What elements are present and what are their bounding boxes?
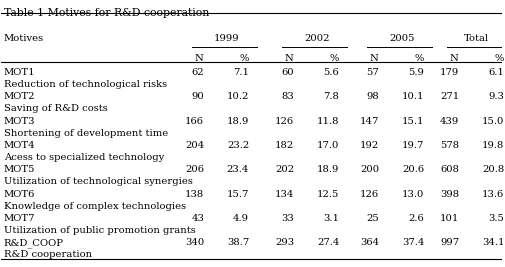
- Text: %: %: [494, 54, 503, 63]
- Text: 134: 134: [274, 190, 293, 199]
- Text: Saving of R&D costs: Saving of R&D costs: [4, 104, 108, 113]
- Text: 398: 398: [439, 190, 459, 199]
- Text: N: N: [449, 54, 458, 63]
- Text: Motives: Motives: [4, 34, 44, 44]
- Text: 147: 147: [359, 117, 379, 125]
- Text: MOT7: MOT7: [4, 214, 35, 223]
- Text: N: N: [194, 54, 203, 63]
- Text: MOT6: MOT6: [4, 190, 35, 199]
- Text: 19.8: 19.8: [481, 141, 503, 150]
- Text: MOT2: MOT2: [4, 92, 35, 101]
- Text: 98: 98: [366, 92, 379, 101]
- Text: MOT1: MOT1: [4, 68, 35, 77]
- Text: Total: Total: [464, 34, 488, 44]
- Text: 15.7: 15.7: [226, 190, 248, 199]
- Text: 12.5: 12.5: [316, 190, 338, 199]
- Text: 2005: 2005: [388, 34, 414, 44]
- Text: 23.4: 23.4: [226, 165, 248, 174]
- Text: 997: 997: [439, 238, 459, 247]
- Text: 37.4: 37.4: [401, 238, 424, 247]
- Text: 578: 578: [439, 141, 459, 150]
- Text: 7.8: 7.8: [323, 92, 338, 101]
- Text: MOT3: MOT3: [4, 117, 35, 125]
- Text: 126: 126: [360, 190, 379, 199]
- Text: %: %: [239, 54, 248, 63]
- Text: Acess to specialized technology: Acess to specialized technology: [4, 153, 164, 162]
- Text: 20.6: 20.6: [401, 165, 424, 174]
- Text: 200: 200: [360, 165, 379, 174]
- Text: 206: 206: [185, 165, 204, 174]
- Text: 83: 83: [281, 92, 293, 101]
- Text: 101: 101: [439, 214, 459, 223]
- Text: R&D cooperation: R&D cooperation: [4, 250, 92, 259]
- Text: 18.9: 18.9: [226, 117, 248, 125]
- Text: 20.8: 20.8: [481, 165, 503, 174]
- Text: 62: 62: [191, 68, 204, 77]
- Text: 15.0: 15.0: [481, 117, 503, 125]
- Text: MOT4: MOT4: [4, 141, 35, 150]
- Text: 2.6: 2.6: [408, 214, 424, 223]
- Text: 27.4: 27.4: [316, 238, 338, 247]
- Text: 5.9: 5.9: [408, 68, 424, 77]
- Text: 13.6: 13.6: [481, 190, 503, 199]
- Text: 5.6: 5.6: [323, 68, 338, 77]
- Text: 18.9: 18.9: [316, 165, 338, 174]
- Text: %: %: [414, 54, 423, 63]
- Text: 4.9: 4.9: [233, 214, 248, 223]
- Text: Shortening of development time: Shortening of development time: [4, 129, 168, 138]
- Text: 10.1: 10.1: [401, 92, 424, 101]
- Text: 15.1: 15.1: [401, 117, 424, 125]
- Text: 1999: 1999: [214, 34, 239, 44]
- Text: R&D_COOP: R&D_COOP: [4, 238, 64, 248]
- Text: N: N: [284, 54, 293, 63]
- Text: 179: 179: [439, 68, 459, 77]
- Text: 11.8: 11.8: [316, 117, 338, 125]
- Text: 38.7: 38.7: [226, 238, 248, 247]
- Text: 138: 138: [184, 190, 204, 199]
- Text: 43: 43: [191, 214, 204, 223]
- Text: 57: 57: [366, 68, 379, 77]
- Text: 608: 608: [439, 165, 459, 174]
- Text: N: N: [369, 54, 378, 63]
- Text: 126: 126: [275, 117, 293, 125]
- Text: 182: 182: [274, 141, 293, 150]
- Text: Utilization of public promotion grants: Utilization of public promotion grants: [4, 226, 195, 235]
- Text: 13.0: 13.0: [401, 190, 424, 199]
- Text: 166: 166: [185, 117, 204, 125]
- Text: 90: 90: [191, 92, 204, 101]
- Text: Knowledge of complex technologies: Knowledge of complex technologies: [4, 202, 186, 211]
- Text: Table 1 Motives for R&D cooperation: Table 1 Motives for R&D cooperation: [4, 8, 209, 18]
- Text: 19.7: 19.7: [401, 141, 424, 150]
- Text: 6.1: 6.1: [487, 68, 503, 77]
- Text: 7.1: 7.1: [233, 68, 248, 77]
- Text: 34.1: 34.1: [481, 238, 503, 247]
- Text: 364: 364: [360, 238, 379, 247]
- Text: 3.1: 3.1: [323, 214, 338, 223]
- Text: Utilization of technological synergies: Utilization of technological synergies: [4, 177, 192, 186]
- Text: 271: 271: [439, 92, 459, 101]
- Text: 439: 439: [439, 117, 459, 125]
- Text: 9.3: 9.3: [487, 92, 503, 101]
- Text: 10.2: 10.2: [226, 92, 248, 101]
- Text: 25: 25: [366, 214, 379, 223]
- Text: 202: 202: [275, 165, 293, 174]
- Text: %: %: [329, 54, 338, 63]
- Text: 33: 33: [281, 214, 293, 223]
- Text: 192: 192: [359, 141, 379, 150]
- Text: 3.5: 3.5: [487, 214, 503, 223]
- Text: 60: 60: [281, 68, 293, 77]
- Text: 23.2: 23.2: [226, 141, 248, 150]
- Text: MOT5: MOT5: [4, 165, 35, 174]
- Text: 204: 204: [184, 141, 204, 150]
- Text: 2002: 2002: [304, 34, 329, 44]
- Text: 17.0: 17.0: [316, 141, 338, 150]
- Text: Reduction of technological risks: Reduction of technological risks: [4, 80, 167, 89]
- Text: 340: 340: [184, 238, 204, 247]
- Text: 293: 293: [275, 238, 293, 247]
